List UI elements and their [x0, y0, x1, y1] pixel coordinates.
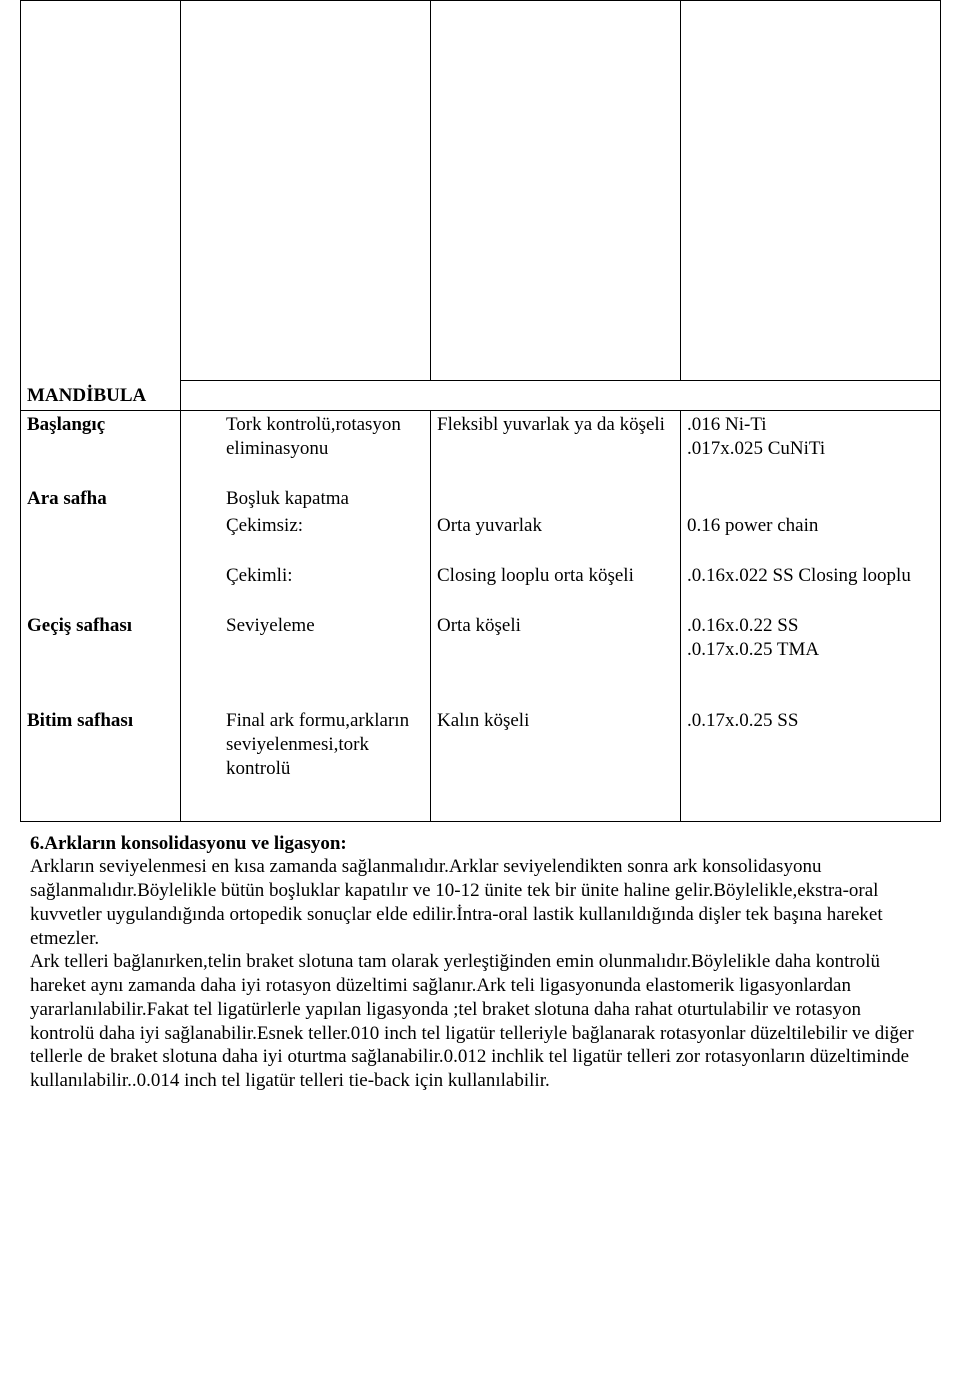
body-paragraph-2: Ark telleri bağlanırken,telin braket slo… — [30, 951, 914, 1091]
cell-text: Çekimli: — [226, 565, 293, 586]
table-row: Başlangıç Tork kontrolü,rotasyon elimina… — [21, 411, 941, 463]
table-empty-row — [21, 1, 941, 381]
row-col2: Seviyeleme — [181, 612, 431, 664]
body-text-block: 6.Arkların konsolidasyonu ve ligasyon: A… — [30, 832, 930, 1093]
cell-text: Tork kontrolü,rotasyon eliminasyonu — [226, 414, 401, 459]
body-paragraph-1: Arkların seviyelenmesi en kısa zamanda s… — [30, 856, 883, 948]
table-row: Çekimli: Closing looplu orta köşeli .0.1… — [21, 562, 941, 590]
cell-empty — [181, 1, 431, 381]
table-row: Geçiş safhası Seviyeleme Orta köşeli .0.… — [21, 612, 941, 664]
row-col3: Orta yuvarlak — [431, 512, 681, 540]
cell-text: Final ark formu,arkların seviyelenmesi,t… — [226, 710, 409, 779]
row-col2: Çekimsiz: — [181, 512, 431, 540]
treatment-table: MANDİBULA Başlangıç Tork kontrolü,rotasy… — [20, 0, 941, 822]
cell-text: Orta köşeli — [437, 615, 521, 636]
row-col4: .0.17x.0.25 SS — [681, 707, 941, 821]
cell-text: Closing looplu orta köşeli — [437, 565, 634, 586]
cell-text: 0.16 power chain — [687, 515, 818, 536]
table-row: Bitim safhası Final ark formu,arkların s… — [21, 707, 941, 821]
row-label-cell — [21, 562, 181, 590]
row-col4 — [681, 485, 941, 513]
row-col3: Fleksibl yuvarlak ya da köşeli — [431, 411, 681, 463]
row-col4: .0.16x.022 SS Closing looplu — [681, 562, 941, 590]
cell-empty — [21, 1, 181, 381]
table-spacer — [21, 663, 941, 707]
row-col2: Boşluk kapatma — [181, 485, 431, 513]
cell-text: .0.17x.0.25 SS — [687, 710, 798, 731]
table-section-header-row: MANDİBULA — [21, 381, 941, 411]
section-header-cell: MANDİBULA — [21, 381, 181, 411]
cell-text: Kalın köşeli — [437, 710, 529, 731]
row-col3: Closing looplu orta köşeli — [431, 562, 681, 590]
row-label: Ara safha — [27, 488, 107, 509]
row-label-cell: Başlangıç — [21, 411, 181, 463]
row-label-cell: Ara safha — [21, 485, 181, 513]
row-col4: .0.16x.0.22 SS .0.17x.0.25 TMA — [681, 612, 941, 664]
cell-text: Fleksibl yuvarlak ya da köşeli — [437, 414, 665, 435]
row-col2: Tork kontrolü,rotasyon eliminasyonu — [181, 411, 431, 463]
row-label: Başlangıç — [27, 414, 105, 435]
table-spacer — [21, 590, 941, 612]
body-heading: 6.Arkların konsolidasyonu ve ligasyon: — [30, 833, 347, 854]
table-row: Ara safha Boşluk kapatma — [21, 485, 941, 513]
row-label-cell: Geçiş safhası — [21, 612, 181, 664]
cell-text: Çekimsiz: — [226, 515, 303, 536]
table-spacer — [21, 463, 941, 485]
cell-empty — [681, 1, 941, 381]
cell-text: Boşluk kapatma — [226, 488, 349, 509]
row-col4: 0.16 power chain — [681, 512, 941, 540]
cell-text: .0.16x.022 SS Closing looplu — [687, 565, 911, 586]
row-col2: Çekimli: — [181, 562, 431, 590]
row-col3: Orta köşeli — [431, 612, 681, 664]
row-label: Bitim safhası — [27, 710, 133, 731]
section-header-label: MANDİBULA — [27, 385, 146, 406]
cell-text: .016 Ni-Ti .017x.025 CuNiTi — [687, 414, 825, 459]
row-col4: .016 Ni-Ti .017x.025 CuNiTi — [681, 411, 941, 463]
table-spacer — [21, 540, 941, 562]
row-col3 — [431, 485, 681, 513]
row-label: Geçiş safhası — [27, 615, 132, 636]
cell-text: Orta yuvarlak — [437, 515, 542, 536]
row-col2: Final ark formu,arkların seviyelenmesi,t… — [181, 707, 431, 821]
row-col3: Kalın köşeli — [431, 707, 681, 821]
cell-text: Seviyeleme — [226, 615, 315, 636]
cell-empty — [431, 1, 681, 381]
section-header-span — [181, 381, 941, 411]
row-label-cell — [21, 512, 181, 540]
document-page: MANDİBULA Başlangıç Tork kontrolü,rotasy… — [0, 0, 960, 1093]
row-label-cell: Bitim safhası — [21, 707, 181, 821]
table-row: Çekimsiz: Orta yuvarlak 0.16 power chain — [21, 512, 941, 540]
cell-text: .0.16x.0.22 SS .0.17x.0.25 TMA — [687, 615, 819, 660]
